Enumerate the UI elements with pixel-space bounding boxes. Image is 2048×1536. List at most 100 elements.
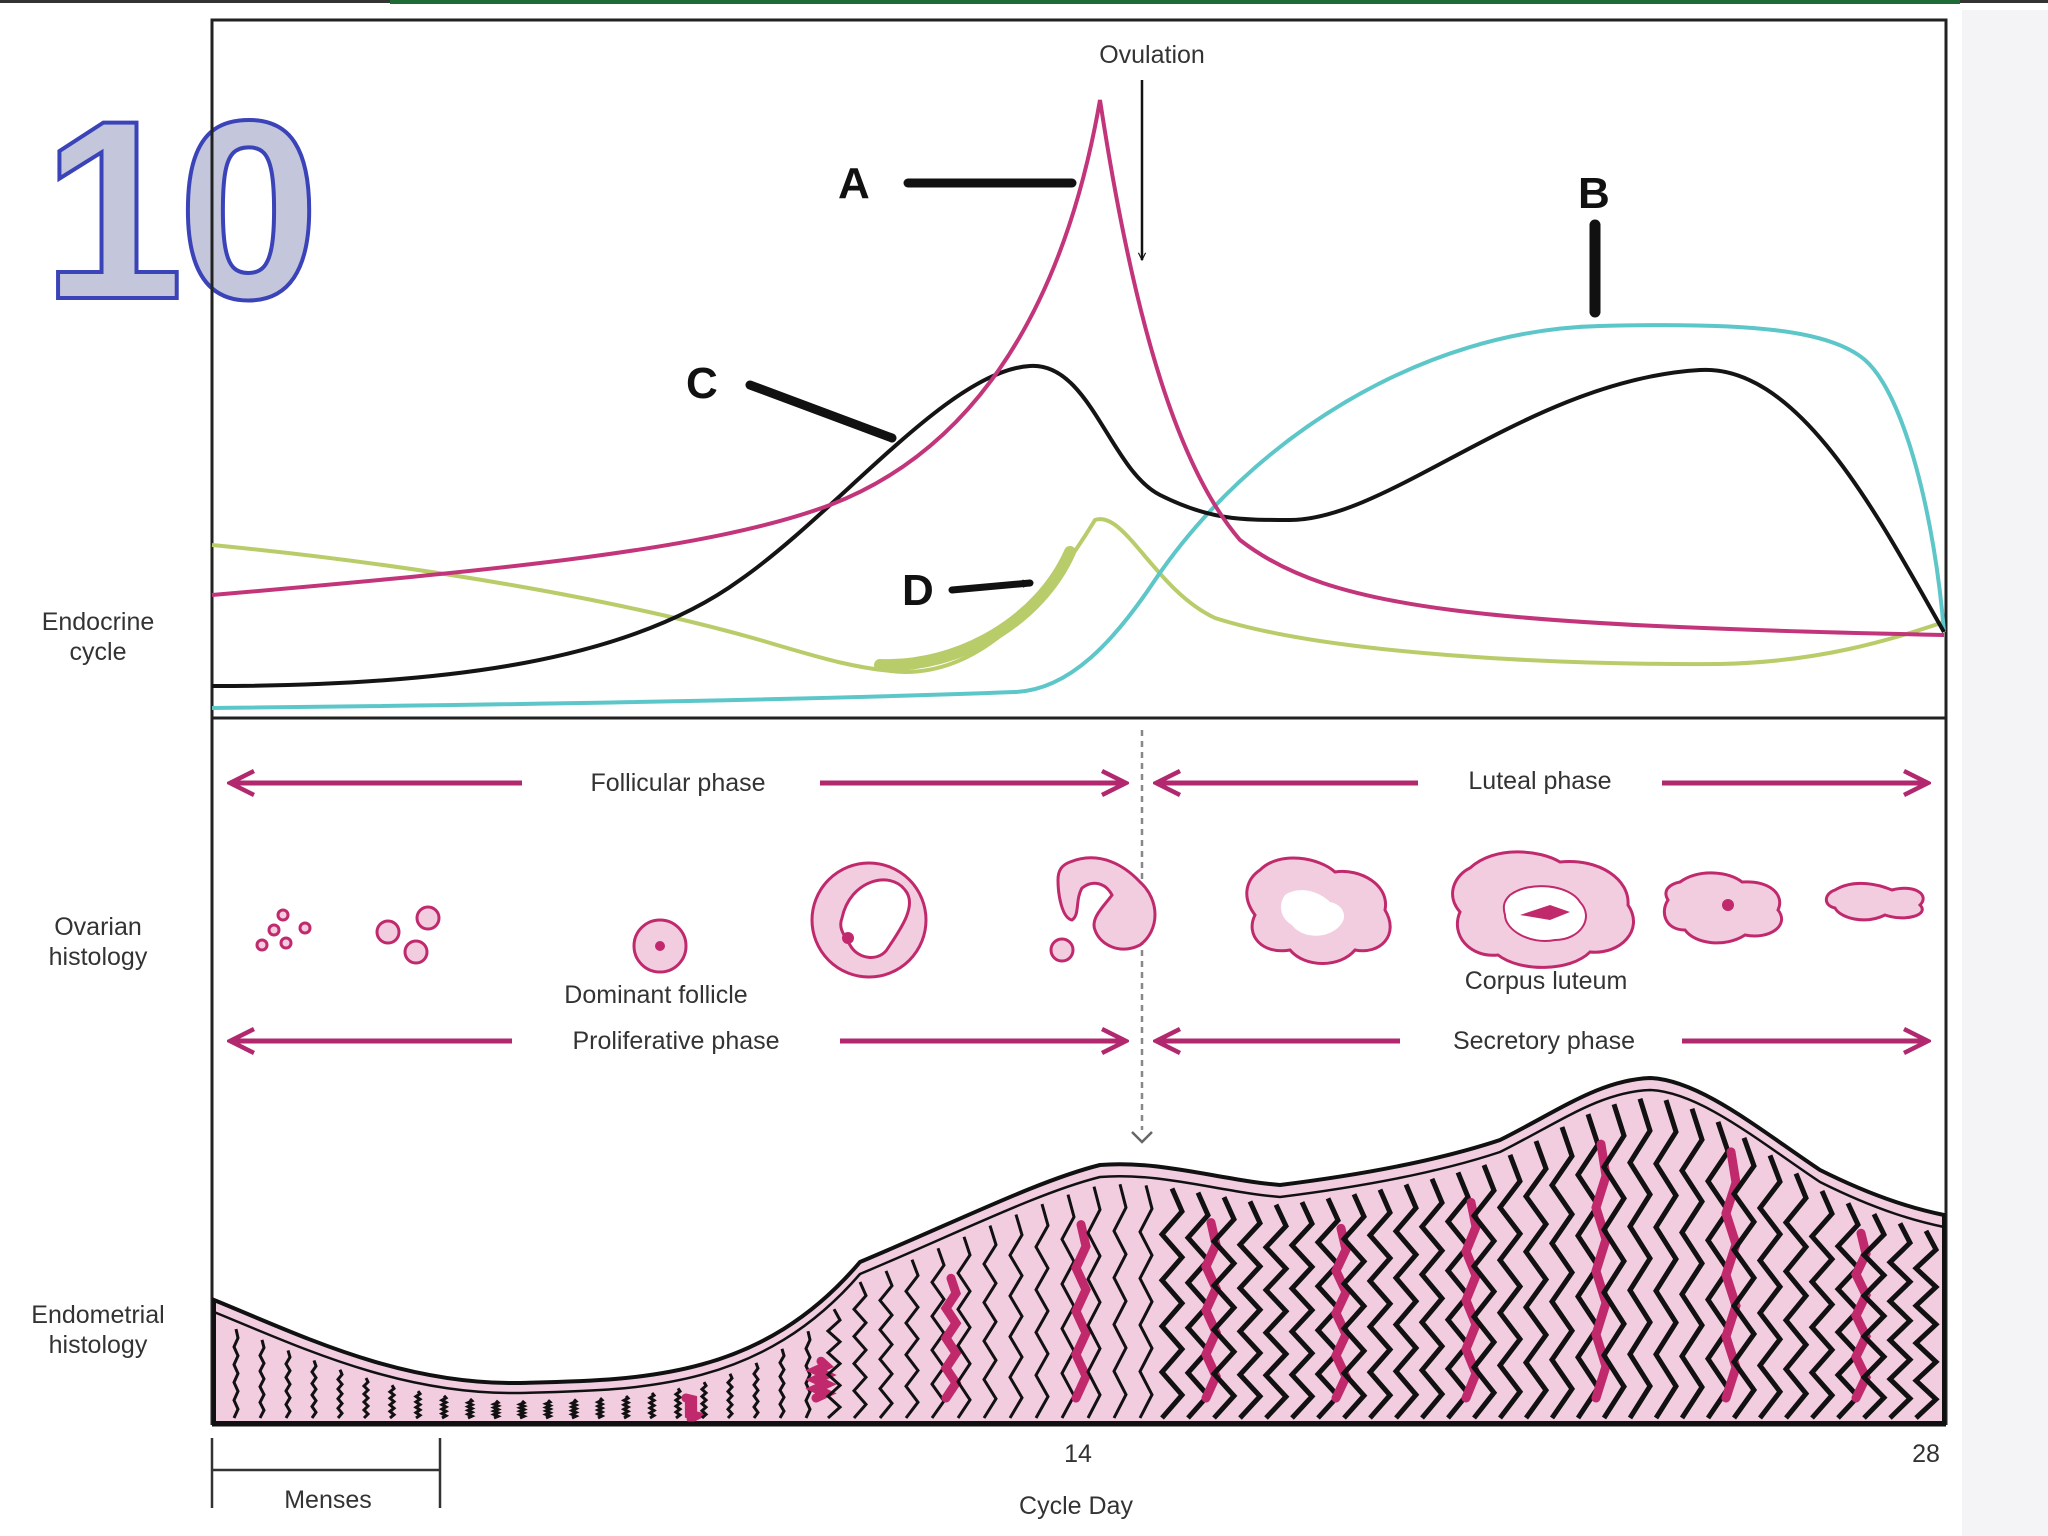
endometrial-gland <box>956 1236 972 1419</box>
endometrial-gland <box>1392 1183 1420 1420</box>
luteal-phase-label: Luteal phase <box>1468 767 1611 795</box>
endometrial-gland <box>1730 1137 1758 1420</box>
spiral-artery <box>940 1273 962 1403</box>
corpus-luteum-regressing-core <box>1722 899 1734 911</box>
endometrial-gland <box>516 1399 528 1420</box>
spiral-artery <box>805 1356 837 1403</box>
endometrial-gland <box>464 1397 476 1420</box>
endometrial-gland <box>1340 1193 1368 1420</box>
cycle-day-label: Cycle Day <box>1019 1492 1133 1520</box>
follicular-phase-label: Follicular phase <box>590 769 765 797</box>
endometrial-gland <box>232 1328 240 1419</box>
spiral-artery <box>681 1393 709 1423</box>
letter-a: A <box>838 159 870 208</box>
endometrial-gland <box>904 1259 920 1419</box>
endometrial-gland <box>258 1339 266 1419</box>
endometrial-glands <box>232 1098 1940 1423</box>
corpus-luteum-label: Corpus luteum <box>1465 967 1628 995</box>
hormone-c-curve <box>211 363 1946 688</box>
slide-top-accent <box>390 0 1960 4</box>
endometrial-gland <box>1236 1200 1264 1420</box>
endometrial-label-line2: histology <box>49 1331 148 1359</box>
endometrial-gland <box>1601 1103 1627 1420</box>
endometrial-gland <box>1808 1189 1836 1420</box>
endometrium-surface-line <box>213 1088 1945 1395</box>
endometrial-gland <box>1210 1196 1238 1420</box>
endometrial-gland <box>1138 1185 1154 1419</box>
dominant-follicle-label: Dominant follicle <box>564 981 747 1009</box>
spiral-artery <box>1850 1228 1872 1403</box>
letter-c: C <box>686 359 718 408</box>
antral-follicle-oocyte <box>842 932 854 944</box>
endometrial-gland <box>825 1308 843 1420</box>
endometrial-gland <box>878 1270 894 1419</box>
endometrial-gland <box>1008 1214 1024 1419</box>
endometrial-gland <box>1288 1201 1316 1420</box>
ruptured-follicle <box>1056 856 1157 951</box>
ovarian-follicles <box>255 861 1075 979</box>
endometrial-gland <box>284 1349 292 1419</box>
endometrial-gland <box>1112 1183 1128 1419</box>
endometrial-gland <box>725 1373 735 1420</box>
endometrial-gland <box>699 1381 709 1420</box>
arrow-c <box>745 380 897 443</box>
endometrial-gland <box>752 1362 760 1419</box>
hormone-d-highlight <box>874 546 1076 672</box>
endometrial-gland <box>1627 1098 1653 1420</box>
endometrial-gland <box>1912 1229 1940 1420</box>
menses-label: Menses <box>284 1486 372 1514</box>
endometrial-gland <box>1886 1222 1914 1420</box>
hormone-b-curve <box>211 323 1946 710</box>
endometrial-gland <box>1366 1188 1394 1420</box>
endometrial-gland <box>336 1369 344 1419</box>
endometrial-gland <box>1860 1212 1888 1420</box>
endometrial-gland <box>413 1390 423 1420</box>
hormone-d-curve <box>211 517 1945 675</box>
endometrial-label-line1: Endometrial <box>31 1301 164 1329</box>
slide-number: 10 <box>42 68 314 353</box>
endometrial-gland <box>1522 1140 1550 1420</box>
endometrial-gland <box>1756 1154 1784 1420</box>
endocrine-label-line1: Endocrine <box>42 608 155 636</box>
day-28-label: 28 <box>1912 1440 1940 1468</box>
endometrial-gland <box>1158 1187 1186 1420</box>
endometrial-gland <box>1548 1126 1576 1420</box>
endometrial-gland <box>361 1377 371 1420</box>
endometrial-gland <box>1086 1186 1102 1419</box>
endometrial-gland <box>1653 1099 1679 1420</box>
endometrial-gland <box>310 1359 318 1419</box>
letter-d: D <box>902 566 934 615</box>
endometrial-gland <box>673 1387 683 1420</box>
corpus-albicans <box>1824 881 1925 922</box>
slide-right-shadow <box>1962 10 2048 1536</box>
endometrial-gland <box>1418 1177 1446 1420</box>
proliferative-phase-label: Proliferative phase <box>572 1027 779 1055</box>
endometrial-gland <box>1679 1108 1705 1420</box>
spiral-artery <box>1331 1223 1351 1403</box>
endometrial-gland <box>1470 1164 1498 1420</box>
ovulation-label: Ovulation <box>1099 41 1205 69</box>
endometrial-gland <box>1782 1172 1810 1420</box>
arrow-d <box>948 579 1034 594</box>
endometrial-gland <box>804 1330 812 1419</box>
ovulation-divider-tip <box>1131 1131 1153 1144</box>
corpus-luteum-early-center <box>1280 890 1345 936</box>
endometrial-gland <box>647 1391 657 1420</box>
endometrial-gland <box>1262 1203 1290 1420</box>
corpus-luteum-mature-core <box>1520 905 1570 920</box>
endometrial-gland <box>542 1399 554 1420</box>
endometrial-gland <box>851 1281 869 1419</box>
endometrial-gland <box>620 1395 632 1420</box>
spiral-artery <box>1071 1220 1091 1403</box>
endometrial-gland <box>438 1394 450 1420</box>
spiral-artery <box>1201 1218 1221 1403</box>
endometrial-gland <box>1496 1154 1524 1420</box>
endometrial-gland <box>982 1225 998 1419</box>
letter-b: B <box>1578 169 1610 218</box>
day-14-label: 14 <box>1064 1440 1092 1468</box>
endometrial-gland <box>594 1397 606 1420</box>
ovarian-label-line2: histology <box>49 943 148 971</box>
dominant-follicle-oocyte <box>655 941 665 951</box>
